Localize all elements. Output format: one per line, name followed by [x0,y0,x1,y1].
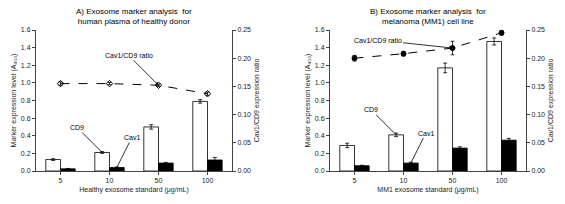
svg-text:50: 50 [155,177,163,184]
svg-text:Cav1/CD9 ratio: Cav1/CD9 ratio [105,52,153,59]
svg-text:0.0: 0.0 [315,167,325,174]
svg-text:0.25: 0.25 [237,26,251,33]
svg-text:0.0: 0.0 [21,167,31,174]
svg-text:0.05: 0.05 [531,139,545,146]
svg-text:CD9: CD9 [70,124,84,131]
svg-text:0.15: 0.15 [237,83,251,90]
svg-text:0.20: 0.20 [531,55,545,62]
svg-text:0.10: 0.10 [237,111,251,118]
svg-text:Cav1/CD9 expression ratio: Cav1/CD9 expression ratio [547,59,555,143]
svg-text:10: 10 [400,177,408,184]
svg-text:0.10: 0.10 [531,111,545,118]
svg-text:0.8: 0.8 [315,97,325,104]
svg-text:1.2: 1.2 [21,62,31,69]
svg-text:Cav1: Cav1 [124,134,140,141]
svg-text:1.4: 1.4 [315,44,325,51]
svg-text:Cav1/CD9 expression ratio: Cav1/CD9 expression ratio [253,59,261,143]
svg-text:0.4: 0.4 [21,132,31,139]
svg-text:50: 50 [449,177,457,184]
svg-text:Marker expression level (A₄₅₀): Marker expression level (A₄₅₀) [304,54,312,148]
svg-text:0.4: 0.4 [315,132,325,139]
svg-text:0.8: 0.8 [21,97,31,104]
svg-text:Healthy exosome standard (μg/m: Healthy exosome standard (μg/mL) [79,186,188,194]
svg-text:Cav1/CD9 ratio: Cav1/CD9 ratio [354,37,402,44]
svg-text:MM1 exosome standard (μg/mL): MM1 exosome standard (μg/mL) [377,186,478,194]
svg-text:0.00: 0.00 [237,167,251,174]
svg-text:10: 10 [106,177,114,184]
svg-text:B) Exosome marker analysis fo: B) Exosome marker analysis formelanoma (… [370,7,486,26]
svg-text:0.25: 0.25 [531,26,545,33]
svg-text:A) Exosome marker analysis fo: A) Exosome marker analysis forhuman plas… [76,7,192,26]
svg-text:0.2: 0.2 [315,150,325,157]
svg-text:0.15: 0.15 [531,83,545,90]
svg-text:0.05: 0.05 [237,139,251,146]
svg-text:0.20: 0.20 [237,55,251,62]
svg-text:Cav1: Cav1 [418,130,434,137]
svg-text:0.6: 0.6 [21,115,31,122]
svg-text:1.2: 1.2 [315,62,325,69]
svg-text:Marker expression level (A₄₅₀): Marker expression level (A₄₅₀) [10,54,18,148]
svg-text:1.6: 1.6 [21,26,31,33]
svg-text:5: 5 [353,177,357,184]
svg-text:CD9: CD9 [364,106,378,113]
svg-text:1.6: 1.6 [315,26,325,33]
svg-text:1.0: 1.0 [315,79,325,86]
svg-text:1.4: 1.4 [21,44,31,51]
svg-text:0.2: 0.2 [21,150,31,157]
svg-text:100: 100 [496,177,508,184]
svg-text:100: 100 [202,177,214,184]
svg-text:0.00: 0.00 [531,167,545,174]
svg-text:5: 5 [59,177,63,184]
svg-text:1.0: 1.0 [21,79,31,86]
svg-text:0.6: 0.6 [315,115,325,122]
